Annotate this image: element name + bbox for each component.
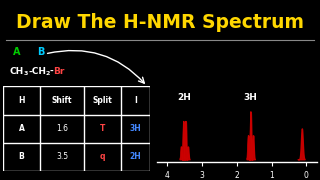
Text: Split: Split bbox=[93, 96, 112, 105]
Text: H: H bbox=[18, 96, 25, 105]
Text: A: A bbox=[19, 124, 25, 133]
Text: -: - bbox=[50, 67, 53, 76]
Text: B: B bbox=[37, 47, 44, 57]
Text: B: B bbox=[19, 152, 24, 161]
Text: 1.6: 1.6 bbox=[56, 124, 68, 133]
Text: T: T bbox=[100, 124, 105, 133]
Text: 2: 2 bbox=[46, 71, 50, 76]
Text: I: I bbox=[134, 96, 137, 105]
Text: -CH: -CH bbox=[28, 67, 46, 76]
Text: q: q bbox=[100, 152, 105, 161]
Text: CH: CH bbox=[10, 67, 24, 76]
Text: 3: 3 bbox=[24, 71, 28, 76]
Text: Draw The H-NMR Spectrum: Draw The H-NMR Spectrum bbox=[16, 13, 304, 32]
Text: 2H: 2H bbox=[130, 152, 141, 161]
Text: 3H: 3H bbox=[244, 93, 258, 102]
Text: 3H: 3H bbox=[130, 124, 141, 133]
Text: Shift: Shift bbox=[52, 96, 72, 105]
Text: 3.5: 3.5 bbox=[56, 152, 68, 161]
Text: 2H: 2H bbox=[178, 93, 192, 102]
Text: A: A bbox=[13, 47, 20, 57]
Text: Br: Br bbox=[53, 67, 64, 76]
